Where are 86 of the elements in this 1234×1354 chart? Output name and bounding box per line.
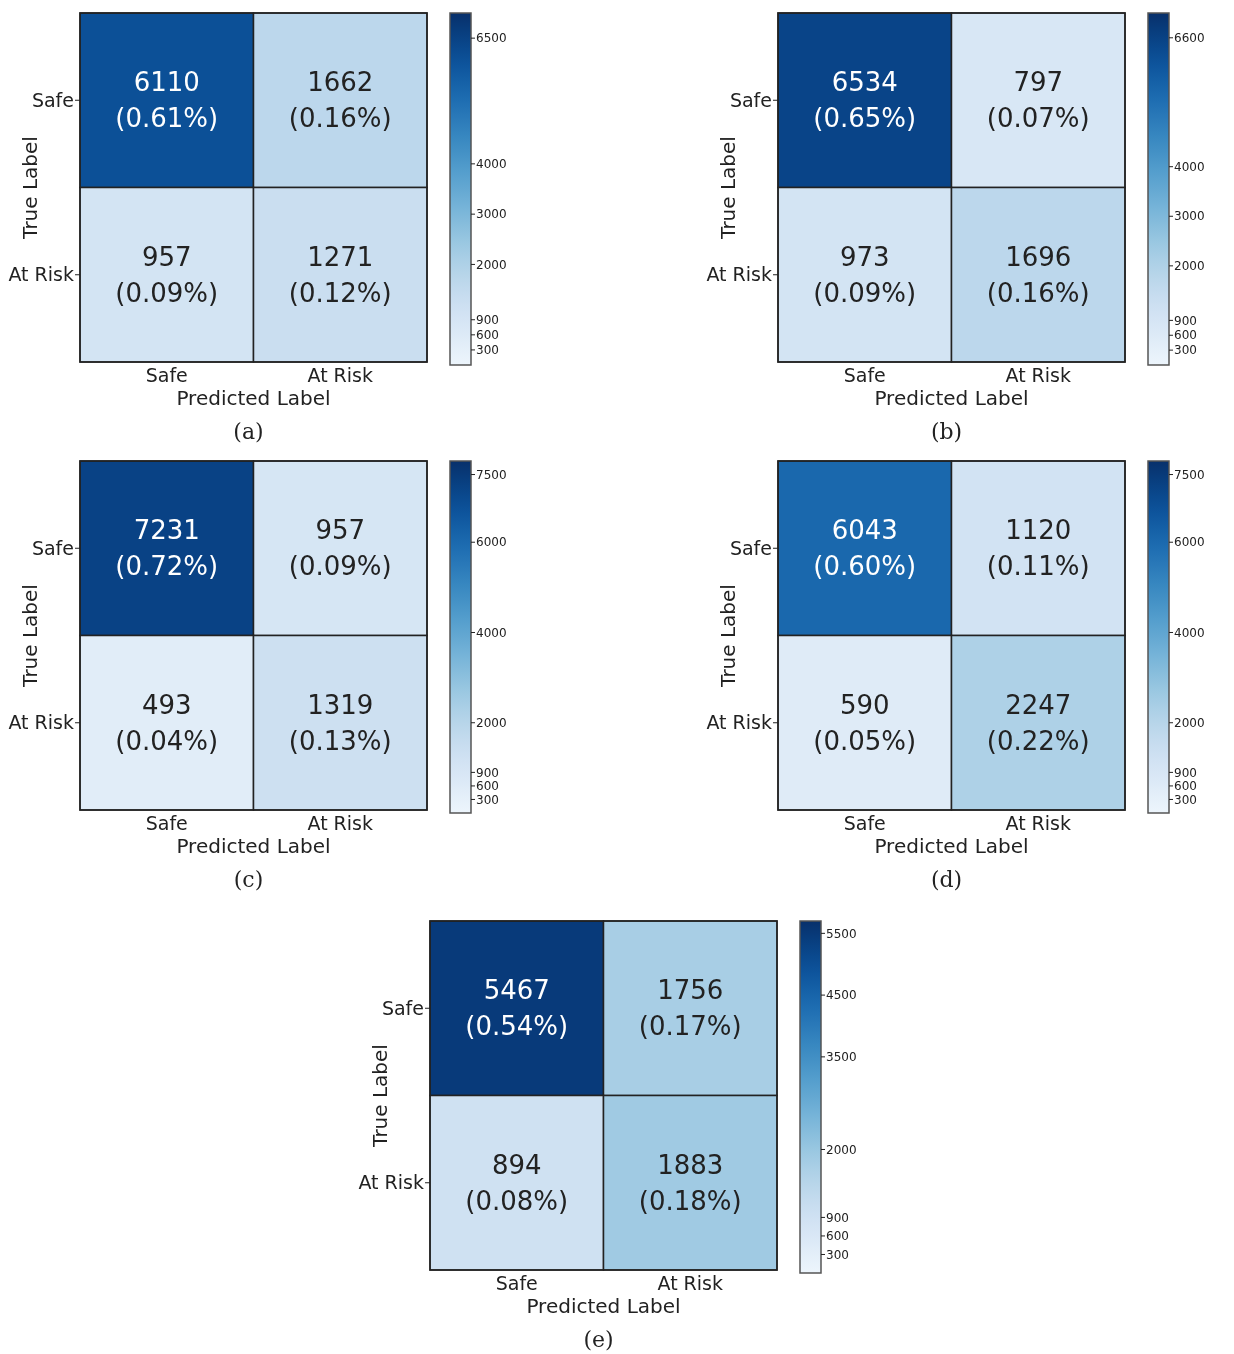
text: (e)	[583, 1327, 614, 1352]
y-axis-title: True Label	[18, 584, 42, 688]
data-label: 1319 (0.13%)	[288, 689, 392, 756]
data-label: 1662 (0.16%)	[288, 67, 392, 134]
color-bar-label: 900	[1174, 765, 1197, 780]
x-axis-title: Predicted Label	[526, 1294, 681, 1318]
text: (c)	[233, 867, 264, 892]
data-label: 1696 (0.16%)	[986, 241, 1090, 308]
y-tick-label: At Risk	[706, 711, 772, 734]
x-axis-title: Predicted Label	[874, 834, 1029, 858]
y-tick-label: At Risk	[706, 263, 772, 286]
color-bar-label: 900	[826, 1210, 849, 1225]
data-label: 1756 (0.17%)	[638, 975, 742, 1042]
color-bar-label: 4000	[476, 625, 507, 640]
color-bar-label: 300	[826, 1247, 849, 1262]
color-bar-label: 900	[1174, 313, 1197, 328]
y-axis-title: True Label	[368, 1044, 392, 1148]
data-label: 6110 (0.61%)	[115, 67, 219, 134]
color-bar-label: 2000	[826, 1142, 857, 1157]
data-label: 894 (0.08%)	[465, 1149, 569, 1216]
data-label: 797 (0.07%)	[986, 67, 1090, 134]
text: (a)	[233, 419, 264, 444]
x-axis-title: Predicted Label	[176, 386, 331, 410]
color-bar-label: 3000	[476, 207, 507, 222]
color-bar-label: 900	[476, 312, 499, 327]
y-tick-label: Safe	[729, 536, 772, 559]
color-bar-label: 3500	[826, 1050, 857, 1065]
data-label: 6534 (0.65%)	[813, 67, 917, 134]
color-bar-label: 6000	[476, 535, 507, 550]
color-bar-label: 300	[1174, 343, 1197, 358]
y-axis-title: True Label	[716, 136, 740, 240]
y-tick-label: At Risk	[8, 263, 74, 286]
x-axis-title: Predicted Label	[176, 834, 331, 858]
data-label: 6043 (0.60%)	[813, 515, 917, 582]
y-axis-title: True Label	[18, 136, 42, 240]
y-tick-label: Safe	[729, 88, 772, 111]
color-bar-label: 600	[826, 1229, 849, 1244]
color-bar-label: 4000	[1174, 159, 1205, 174]
x-tick-label: Safe	[145, 812, 188, 834]
color-bar-label: 600	[1174, 328, 1197, 343]
color-bar-label: 6000	[1174, 535, 1205, 550]
color-bar-label: 900	[476, 765, 499, 780]
color-bar-label: 2000	[476, 715, 507, 730]
data-label: 7231 (0.72%)	[115, 515, 219, 582]
color-bar-label: 3000	[1174, 209, 1205, 224]
y-axis-title: True Label	[716, 584, 740, 688]
data-label: 957 (0.09%)	[115, 241, 219, 308]
color-bar-label: 600	[476, 779, 499, 794]
y-tick-label: Safe	[31, 536, 74, 559]
color-bar-label: 600	[1174, 779, 1197, 794]
x-tick-label: At Risk	[1005, 812, 1072, 834]
data-label: 957 (0.09%)	[288, 515, 392, 582]
color-bar-label: 6500	[476, 31, 507, 46]
x-tick-label: Safe	[843, 812, 886, 834]
data-label: 1120 (0.11%)	[986, 515, 1090, 582]
y-tick-label: Safe	[31, 88, 74, 111]
text: (b)	[930, 419, 963, 444]
color-bar-label: 2000	[476, 257, 507, 272]
data-label: 973 (0.09%)	[813, 241, 917, 308]
x-tick-label: Safe	[145, 364, 188, 386]
color-bar-label: 300	[476, 792, 499, 807]
x-tick-label: At Risk	[307, 812, 374, 834]
data-label: 2247 (0.22%)	[986, 689, 1090, 756]
color-bar-label: 6600	[1174, 30, 1205, 45]
data-label: 5467 (0.54%)	[465, 975, 569, 1042]
color-bar-label: 4000	[1174, 625, 1205, 640]
color-bar-label: 7500	[476, 467, 507, 482]
x-tick-label: Safe	[843, 364, 886, 386]
data-label: 1883 (0.18%)	[638, 1149, 742, 1216]
color-bar-label: 7500	[1174, 467, 1205, 482]
x-tick-label: At Risk	[307, 364, 374, 386]
color-bar-label: 4000	[476, 157, 507, 172]
x-axis-title: Predicted Label	[874, 386, 1029, 410]
color-bar-label: 5500	[826, 926, 857, 941]
x-tick-label: At Risk	[1005, 364, 1072, 386]
y-tick-label: At Risk	[8, 711, 74, 734]
color-bar-label: 4500	[826, 988, 857, 1003]
color-bar-label: 2000	[1174, 715, 1205, 730]
data-label: 493 (0.04%)	[115, 689, 219, 756]
data-label: 590 (0.05%)	[813, 689, 917, 756]
color-bar-label: 600	[476, 328, 499, 343]
color-bar-label: 300	[476, 343, 499, 358]
text: (d)	[930, 867, 963, 892]
color-bar-label: 2000	[1174, 259, 1205, 274]
color-bar-label: 300	[1174, 792, 1197, 807]
data-label: 1271 (0.12%)	[288, 241, 392, 308]
